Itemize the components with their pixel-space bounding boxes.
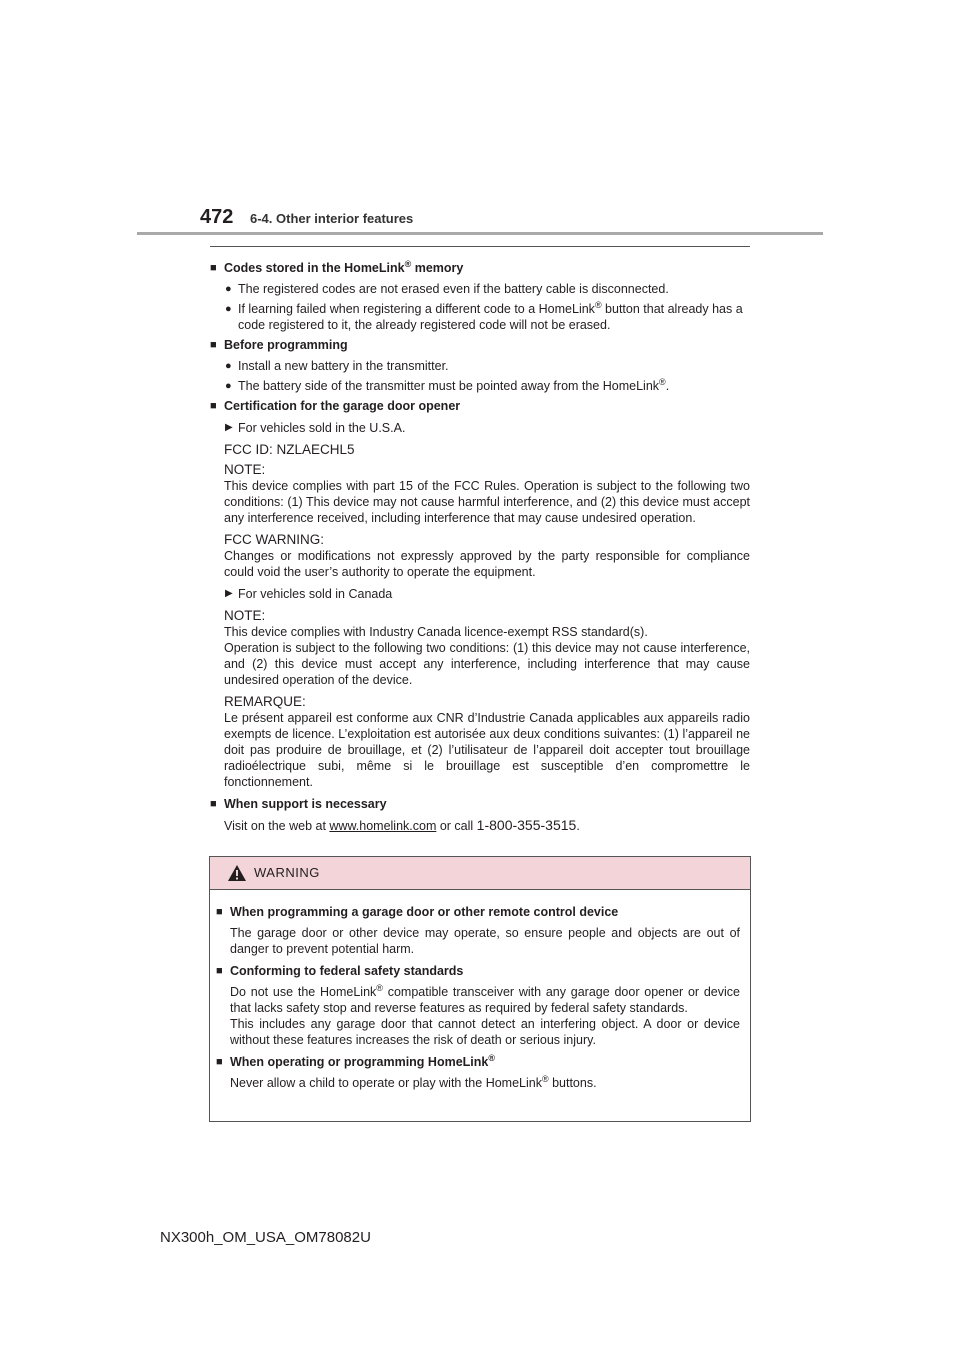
support-phone: 1-800-355-3515 <box>476 817 577 833</box>
list-item: ● The battery side of the transmitter mus… <box>225 376 670 393</box>
heading-before-programming: Before programming <box>210 337 750 353</box>
heading-certification: Certification for the garage door opener <box>210 398 750 414</box>
list-item: ● If learning failed when registering a d… <box>225 299 743 332</box>
header-rule <box>137 232 823 235</box>
arrow-right-icon: ▶ <box>225 422 233 433</box>
heading-codes-stored: Codes stored in the HomeLink® memory <box>210 259 750 276</box>
page-number: 472 <box>200 206 234 228</box>
warning-title: WARNING <box>254 865 320 880</box>
content-rule <box>210 246 750 247</box>
warning-heading-operating: When operating or programming HomeLink® <box>216 1053 740 1070</box>
footer-code: NX300h_OM_USA_OM78082U <box>160 1229 371 1246</box>
warning-heading-federal: Conforming to federal safety standards <box>216 963 740 979</box>
warning-box: WARNING When programming a garage door o… <box>209 856 751 1122</box>
list-item: ● The registered codes are not erased eve… <box>225 282 669 296</box>
bullet-icon: ● <box>225 303 232 315</box>
bullet-icon: ● <box>225 360 232 372</box>
warning-text: This includes any garage door that canno… <box>230 1017 740 1047</box>
canada-note: NOTE: This device complies with Industry … <box>224 608 750 687</box>
fcc-note: NOTE: This device complies with part 15 o… <box>224 462 750 525</box>
warning-body: When programming a garage door or other … <box>210 890 750 1091</box>
warning-text: Never allow a child to operate or play w… <box>230 1073 597 1090</box>
homelink-link[interactable]: www.homelink.com <box>329 819 437 833</box>
heading-support: When support is necessary <box>210 796 750 812</box>
list-item: ● Install a new battery in the transmitte… <box>225 359 449 373</box>
warning-text: The garage door or other device may oper… <box>230 926 740 956</box>
section-title: 6-4. Other interior features <box>250 211 414 226</box>
bullet-icon: ● <box>225 380 232 392</box>
warning-icon <box>228 865 246 881</box>
region-usa: ▶ For vehicles sold in the U.S.A. <box>225 421 406 435</box>
fcc-id: FCC ID: NZLAECHL5 <box>224 442 355 457</box>
canada-remarque: REMARQUE: Le présent appareil est conform… <box>224 694 750 789</box>
arrow-right-icon: ▶ <box>225 588 233 599</box>
fcc-warning: FCC WARNING: Changes or modifications not… <box>224 532 750 579</box>
warning-header: WARNING <box>210 857 750 890</box>
main-content: Codes stored in the HomeLink® memory ●Th… <box>210 256 750 837</box>
support-text: Visit on the web at www.homelink.com or … <box>224 817 580 833</box>
bullet-icon: ● <box>225 283 232 295</box>
warning-text: Do not use the HomeLink® compatible tran… <box>230 982 740 1015</box>
warning-heading-programming: When programming a garage door or other … <box>216 904 740 920</box>
region-canada: ▶ For vehicles sold in Canada <box>225 587 393 601</box>
